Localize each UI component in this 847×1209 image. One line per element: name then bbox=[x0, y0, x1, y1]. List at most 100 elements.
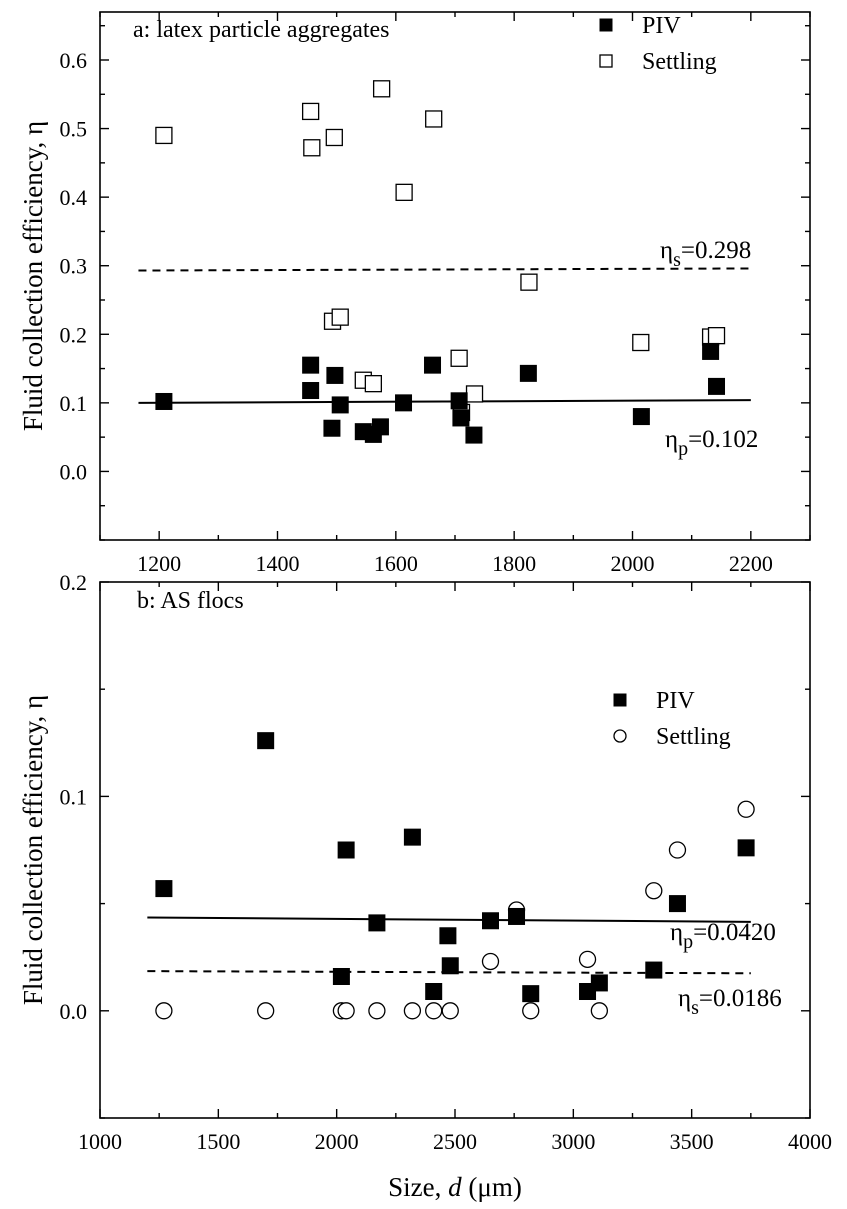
legend-label: PIV bbox=[656, 688, 695, 714]
piv-point bbox=[425, 983, 443, 1001]
x-tick-label: 1500 bbox=[196, 1129, 240, 1154]
y-tick-label: 0.2 bbox=[60, 570, 88, 595]
settling-point bbox=[368, 1002, 386, 1020]
piv-point bbox=[508, 907, 526, 925]
piv-point bbox=[332, 967, 350, 985]
panel-title: a: latex particle aggregates bbox=[133, 17, 390, 43]
fit-label: ηp=0.0420 bbox=[670, 919, 776, 953]
settling-point bbox=[364, 375, 383, 393]
settling-point bbox=[395, 183, 413, 201]
piv-point bbox=[326, 366, 344, 384]
legend-marker bbox=[599, 54, 613, 68]
piv-point bbox=[645, 961, 663, 979]
piv-point bbox=[302, 382, 320, 400]
y-tick-label: 0.2 bbox=[60, 322, 88, 347]
settling-point bbox=[465, 385, 484, 403]
y-tick-label: 0.6 bbox=[60, 48, 88, 73]
fit-label: ηp=0.102 bbox=[665, 426, 758, 460]
x-tick-label: 2500 bbox=[433, 1129, 477, 1154]
settling-point bbox=[707, 327, 726, 345]
settling-point bbox=[303, 139, 321, 157]
settling-point bbox=[331, 308, 349, 326]
y-tick-label: 0.3 bbox=[60, 254, 88, 279]
legend-label: Settling bbox=[656, 724, 731, 750]
settling-point bbox=[155, 1002, 173, 1020]
y-tick-label: 0.5 bbox=[60, 117, 88, 142]
piv-point bbox=[450, 392, 468, 410]
settling-point bbox=[325, 128, 343, 147]
y-tick-label: 0.0 bbox=[60, 459, 88, 484]
piv-point bbox=[632, 408, 650, 426]
fit-label: ηs=0.298 bbox=[660, 237, 751, 271]
x-axis-label: Size, d (μm) bbox=[388, 1172, 522, 1202]
settling-point bbox=[668, 841, 687, 859]
x-tick-label: 1400 bbox=[256, 551, 300, 576]
plot-frame bbox=[99, 581, 811, 1119]
x-tick-label: 2200 bbox=[729, 551, 773, 576]
y-tick-label: 0.1 bbox=[60, 784, 88, 809]
x-tick-label: 1600 bbox=[374, 551, 418, 576]
settling-point bbox=[590, 1002, 609, 1020]
piv-point bbox=[323, 419, 341, 437]
settling-point bbox=[403, 1002, 422, 1020]
x-tick-label: 2000 bbox=[315, 1129, 359, 1154]
x-tick-label: 2000 bbox=[611, 551, 655, 576]
piv-point bbox=[702, 342, 720, 360]
piv-point bbox=[331, 396, 349, 414]
piv-point bbox=[522, 985, 540, 1003]
settling-point bbox=[301, 102, 320, 121]
settling-point bbox=[520, 273, 538, 291]
piv-point bbox=[302, 356, 320, 374]
piv-point bbox=[465, 426, 483, 444]
y-tick-label: 0.0 bbox=[60, 999, 88, 1024]
x-tick-label: 1800 bbox=[492, 551, 536, 576]
piv-point bbox=[519, 364, 537, 382]
y-axis-label: Fluid collection efficiency, η bbox=[18, 121, 48, 431]
legend-marker bbox=[599, 18, 613, 32]
x-tick-label: 3000 bbox=[551, 1129, 595, 1154]
piv-point bbox=[155, 392, 173, 410]
piv-point bbox=[452, 409, 470, 427]
settling-point bbox=[578, 950, 597, 968]
legend-label: PIV bbox=[642, 13, 681, 39]
settling-point bbox=[372, 80, 391, 98]
settling-point bbox=[481, 952, 500, 971]
piv-point bbox=[257, 732, 275, 750]
piv-point bbox=[668, 895, 686, 913]
piv-fit-line bbox=[138, 399, 751, 404]
settling-point bbox=[632, 333, 650, 352]
settling-point bbox=[257, 1002, 275, 1020]
settling-point bbox=[522, 1002, 540, 1020]
piv-point bbox=[368, 914, 386, 932]
x-tick-label: 1200 bbox=[137, 551, 181, 576]
y-tick-label: 0.1 bbox=[60, 391, 88, 416]
piv-point bbox=[482, 912, 499, 930]
plot-frame bbox=[99, 11, 811, 541]
chart-panel-a: 1200 1400 1600 1800 2000 2200 0.0 0.1 0.2 0.3 0.4 0… bbox=[18, 11, 811, 576]
settling-point bbox=[155, 126, 173, 145]
chart-panel-b: 1000 1500 2000 2500 3000 3500 4000 0.0 0.1 0.2 Flu… bbox=[18, 570, 832, 1202]
x-tick-label: 3500 bbox=[670, 1129, 714, 1154]
piv-point bbox=[371, 418, 389, 436]
x-tick-label: 4000 bbox=[788, 1129, 832, 1154]
settling-point bbox=[337, 1002, 355, 1020]
piv-point bbox=[395, 394, 413, 412]
settling-point bbox=[737, 800, 755, 818]
settling-point bbox=[450, 349, 468, 367]
piv-point bbox=[441, 957, 459, 975]
settling-point bbox=[425, 110, 443, 128]
piv-fit-line bbox=[147, 916, 751, 923]
settling-point bbox=[441, 1002, 459, 1020]
settling-point bbox=[425, 1002, 443, 1020]
legend-label: Settling bbox=[642, 49, 717, 75]
fit-label: ηs=0.0186 bbox=[678, 985, 782, 1019]
piv-point bbox=[424, 356, 442, 374]
legend-marker bbox=[613, 693, 627, 707]
y-axis-label: Fluid collection efficiency, η bbox=[18, 695, 48, 1005]
legend-marker bbox=[613, 729, 627, 743]
piv-point bbox=[155, 880, 173, 898]
settling-point bbox=[645, 882, 663, 900]
panel-title: b: AS flocs bbox=[137, 588, 244, 614]
settling-fit-line bbox=[138, 267, 751, 272]
